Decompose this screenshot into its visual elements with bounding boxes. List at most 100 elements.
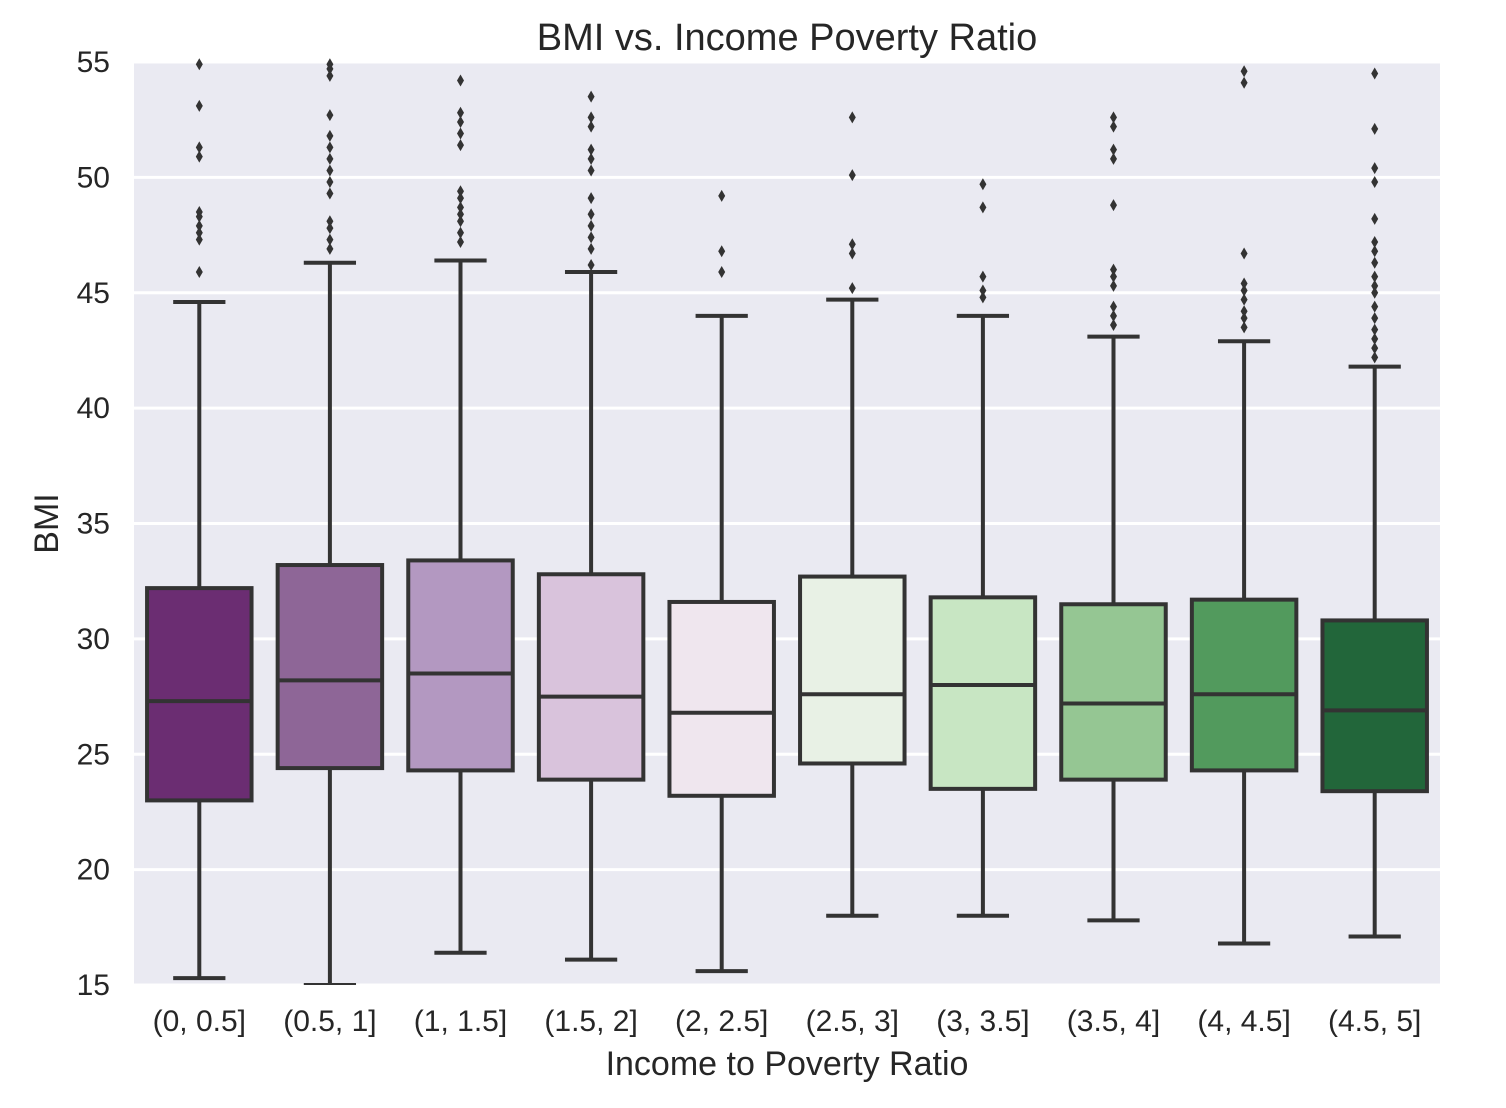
boxes xyxy=(145,58,1429,985)
outlier-point xyxy=(1371,300,1379,313)
x-tick-label: (2.5, 3] xyxy=(806,1005,899,1038)
outlier-point xyxy=(326,129,334,142)
outlier-point xyxy=(587,143,595,156)
outlier-point xyxy=(457,74,464,87)
outlier-point xyxy=(1240,284,1248,297)
x-tick-label: (1, 1.5] xyxy=(414,1005,507,1038)
outlier-point xyxy=(1371,67,1379,80)
box-9 xyxy=(1320,67,1429,939)
outlier-point xyxy=(1240,321,1248,334)
outlier-point xyxy=(1371,245,1379,258)
box-4 xyxy=(667,189,776,974)
outlier-point xyxy=(1110,120,1117,133)
outlier-point xyxy=(326,69,334,82)
outlier-point xyxy=(1240,305,1248,318)
outlier-point xyxy=(1240,247,1248,260)
outlier-point xyxy=(979,270,987,283)
outlier-point xyxy=(326,109,334,122)
outlier-point xyxy=(1371,351,1379,364)
y-tick-label: 50 xyxy=(77,161,110,194)
outlier-point xyxy=(457,235,464,248)
outlier-point xyxy=(1110,263,1117,276)
outlier-point xyxy=(1110,300,1117,313)
outlier-point xyxy=(195,99,203,112)
outlier-point xyxy=(587,219,595,232)
outlier-point xyxy=(195,265,203,278)
box-body xyxy=(536,572,646,782)
box-2 xyxy=(406,74,515,955)
box-8 xyxy=(1189,65,1299,946)
outlier-point xyxy=(457,185,464,198)
y-tick-label: 55 xyxy=(77,46,110,79)
x-tick-label: (0.5, 1] xyxy=(283,1005,376,1038)
x-tick-label: (3, 3.5] xyxy=(936,1005,1029,1038)
outlier-point xyxy=(1371,342,1379,355)
y-tick-label: 20 xyxy=(77,854,110,887)
outlier-point xyxy=(1240,65,1248,78)
outlier-point xyxy=(1240,312,1248,325)
box-group xyxy=(145,58,1429,985)
outlier-point xyxy=(1110,270,1117,283)
outlier-point xyxy=(326,164,334,177)
outlier-point xyxy=(587,120,595,133)
y-tick-label: 30 xyxy=(77,623,110,656)
outlier-point xyxy=(718,265,726,278)
outlier-point xyxy=(1371,270,1379,283)
outlier-point xyxy=(1371,279,1379,292)
box-body xyxy=(667,599,776,798)
box-body xyxy=(145,586,254,803)
x-tick-labels: (0, 0.5] (0.5, 1] (1, 1.5] (1.5, 2] (2, 2.5]… xyxy=(153,1005,1422,1038)
outlier-point xyxy=(979,178,987,191)
outlier-point xyxy=(326,58,334,71)
outlier-point xyxy=(848,169,856,182)
outlier-point xyxy=(326,215,334,228)
box-body xyxy=(406,558,515,773)
y-tick-label: 40 xyxy=(77,392,110,425)
outlier-point xyxy=(326,175,334,188)
box-5 xyxy=(798,111,907,918)
outlier-point xyxy=(1371,256,1379,269)
box-6 xyxy=(928,178,1038,918)
outlier-point xyxy=(1110,143,1117,156)
box-1 xyxy=(275,58,385,985)
outlier-point xyxy=(1240,293,1248,306)
outlier-point xyxy=(979,201,987,214)
outlier-point xyxy=(587,208,595,221)
outlier-point xyxy=(1110,199,1117,212)
x-tick-label: (4, 4.5] xyxy=(1197,1005,1290,1038)
outlier-point xyxy=(326,187,334,200)
box-3 xyxy=(536,90,646,962)
outlier-point xyxy=(1110,279,1117,292)
outlier-point xyxy=(195,226,203,239)
outlier-point xyxy=(1371,235,1379,248)
outlier-point xyxy=(457,215,464,228)
outlier-point xyxy=(587,231,595,244)
outlier-point xyxy=(1371,323,1379,336)
outlier-point xyxy=(1110,319,1117,332)
outlier-point xyxy=(1371,332,1379,345)
y-tick-label: 25 xyxy=(77,738,110,771)
box-7 xyxy=(1059,111,1168,923)
outlier-point xyxy=(457,201,464,214)
box-body xyxy=(1320,618,1429,794)
outlier-point xyxy=(848,111,856,124)
outlier-point xyxy=(457,127,464,140)
outlier-point xyxy=(979,291,987,304)
outlier-point xyxy=(1110,152,1117,165)
chart-title: BMI vs. Income Poverty Ratio xyxy=(537,17,1038,59)
y-tick-label: 35 xyxy=(77,508,110,541)
outlier-point xyxy=(718,245,726,258)
outlier-point xyxy=(195,219,203,232)
outlier-point xyxy=(587,259,595,272)
outlier-point xyxy=(1371,175,1379,188)
outlier-point xyxy=(1371,286,1379,299)
outlier-point xyxy=(195,141,203,154)
box-0 xyxy=(145,58,254,981)
outlier-point xyxy=(587,90,595,103)
x-tick-label: (2, 2.5] xyxy=(675,1005,768,1038)
outlier-point xyxy=(1110,309,1117,322)
outlier-point xyxy=(718,189,726,202)
outlier-point xyxy=(195,58,203,71)
